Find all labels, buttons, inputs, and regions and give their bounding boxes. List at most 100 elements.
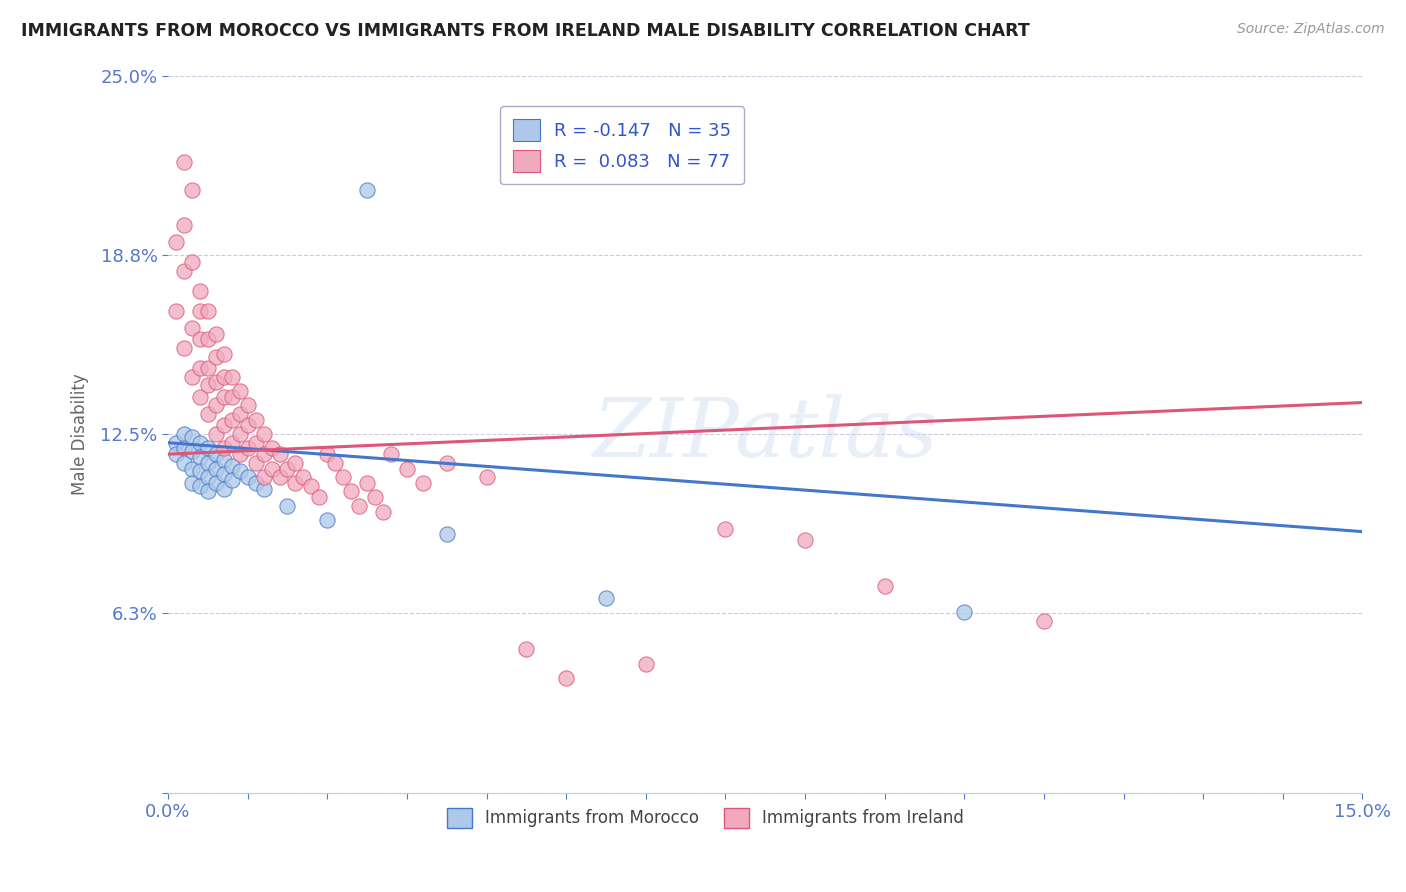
- Point: [284, 456, 307, 470]
- Point: [412, 475, 434, 490]
- Point: [212, 467, 235, 482]
- Point: [212, 418, 235, 433]
- Point: [204, 350, 226, 364]
- Point: [395, 461, 418, 475]
- Point: [555, 671, 578, 685]
- Point: [252, 447, 274, 461]
- Text: Source: ZipAtlas.com: Source: ZipAtlas.com: [1237, 22, 1385, 37]
- Point: [228, 407, 250, 421]
- Point: [188, 333, 211, 347]
- Point: [316, 513, 339, 527]
- Point: [475, 470, 498, 484]
- Point: [180, 475, 202, 490]
- Point: [236, 398, 259, 412]
- Point: [515, 642, 537, 657]
- Point: [794, 533, 817, 548]
- Point: [252, 427, 274, 442]
- Point: [236, 442, 259, 456]
- Point: [228, 464, 250, 478]
- Point: [197, 484, 219, 499]
- Point: [221, 413, 243, 427]
- Point: [197, 407, 219, 421]
- Point: [173, 456, 195, 470]
- Legend: Immigrants from Morocco, Immigrants from Ireland: Immigrants from Morocco, Immigrants from…: [440, 801, 972, 835]
- Point: [340, 484, 363, 499]
- Point: [188, 303, 211, 318]
- Point: [180, 430, 202, 444]
- Point: [228, 384, 250, 398]
- Point: [197, 470, 219, 484]
- Point: [245, 456, 267, 470]
- Point: [873, 579, 896, 593]
- Point: [173, 154, 195, 169]
- Point: [180, 369, 202, 384]
- Point: [173, 427, 195, 442]
- Y-axis label: Male Disability: Male Disability: [72, 373, 89, 495]
- Point: [245, 413, 267, 427]
- Point: [436, 456, 458, 470]
- Point: [221, 369, 243, 384]
- Point: [188, 450, 211, 464]
- Point: [245, 475, 267, 490]
- Point: [634, 657, 657, 671]
- Point: [173, 341, 195, 355]
- Point: [356, 183, 378, 197]
- Point: [197, 303, 219, 318]
- Point: [332, 470, 354, 484]
- Point: [165, 303, 187, 318]
- Point: [173, 442, 195, 456]
- Point: [204, 398, 226, 412]
- Point: [245, 435, 267, 450]
- Point: [204, 376, 226, 390]
- Point: [204, 475, 226, 490]
- Point: [221, 390, 243, 404]
- Point: [276, 461, 298, 475]
- Point: [299, 479, 322, 493]
- Point: [260, 442, 283, 456]
- Point: [347, 499, 370, 513]
- Point: [212, 442, 235, 456]
- Point: [165, 447, 187, 461]
- Point: [221, 435, 243, 450]
- Point: [188, 435, 211, 450]
- Point: [204, 326, 226, 341]
- Point: [308, 490, 330, 504]
- Point: [252, 470, 274, 484]
- Text: IMMIGRANTS FROM MOROCCO VS IMMIGRANTS FROM IRELAND MALE DISABILITY CORRELATION C: IMMIGRANTS FROM MOROCCO VS IMMIGRANTS FR…: [21, 22, 1029, 40]
- Point: [173, 218, 195, 232]
- Point: [236, 470, 259, 484]
- Point: [252, 482, 274, 496]
- Point: [188, 390, 211, 404]
- Point: [197, 361, 219, 376]
- Point: [236, 418, 259, 433]
- Point: [228, 447, 250, 461]
- Point: [204, 427, 226, 442]
- Point: [436, 527, 458, 541]
- Point: [323, 456, 346, 470]
- Point: [204, 461, 226, 475]
- Point: [188, 464, 211, 478]
- Point: [316, 447, 339, 461]
- Point: [180, 255, 202, 269]
- Point: [714, 522, 737, 536]
- Point: [180, 444, 202, 458]
- Point: [212, 347, 235, 361]
- Point: [269, 470, 291, 484]
- Point: [1033, 614, 1056, 628]
- Point: [380, 447, 402, 461]
- Point: [260, 461, 283, 475]
- Point: [180, 321, 202, 335]
- Point: [595, 591, 617, 605]
- Point: [356, 475, 378, 490]
- Point: [212, 369, 235, 384]
- Point: [197, 378, 219, 392]
- Point: [188, 361, 211, 376]
- Point: [212, 390, 235, 404]
- Point: [228, 427, 250, 442]
- Point: [269, 447, 291, 461]
- Point: [165, 235, 187, 249]
- Point: [188, 284, 211, 298]
- Point: [212, 482, 235, 496]
- Point: [197, 442, 219, 456]
- Point: [276, 499, 298, 513]
